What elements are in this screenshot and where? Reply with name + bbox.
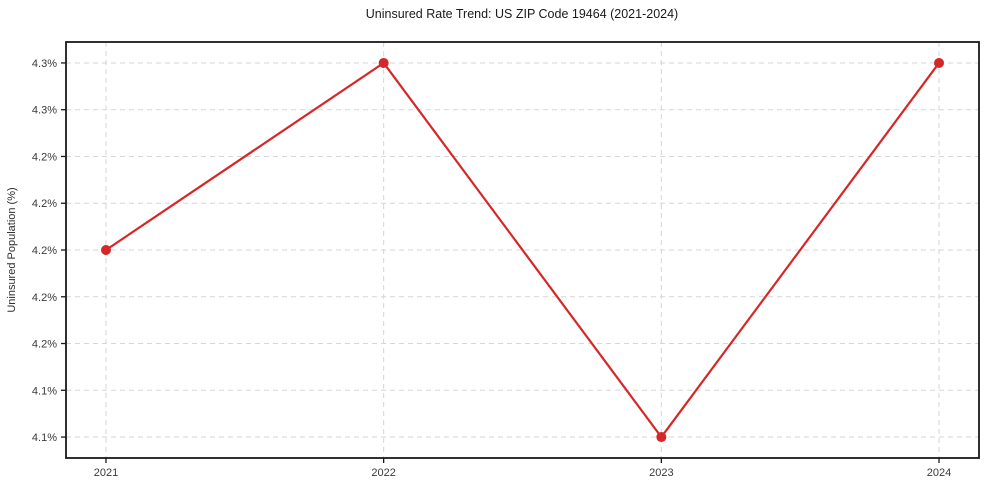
data-point bbox=[934, 57, 945, 68]
trend-line bbox=[104, 61, 941, 439]
y-tick-label: 4.2% bbox=[32, 151, 57, 163]
y-tick-label: 4.2% bbox=[32, 245, 57, 257]
y-tick-label: 4.1% bbox=[32, 432, 57, 444]
chart-title: Uninsured Rate Trend: US ZIP Code 19464 … bbox=[365, 7, 679, 21]
data-point bbox=[100, 245, 111, 255]
x-tick-label: 2024 bbox=[927, 467, 951, 479]
y-tick-label: 4.3% bbox=[32, 105, 57, 117]
plot-border bbox=[65, 41, 980, 459]
data-point bbox=[656, 432, 667, 443]
x-tick-label: 2022 bbox=[371, 467, 395, 479]
y-tick-label: 4.2% bbox=[32, 292, 57, 304]
y-tick-label: 4.2% bbox=[32, 339, 57, 351]
y-tick-label: 4.2% bbox=[32, 198, 57, 210]
x-tick-label: 2023 bbox=[649, 467, 673, 479]
data-point bbox=[378, 57, 389, 68]
y-tick-label: 4.3% bbox=[32, 58, 57, 70]
x-tick-label: 2021 bbox=[94, 467, 118, 479]
y-tick-label: 4.1% bbox=[32, 385, 57, 397]
